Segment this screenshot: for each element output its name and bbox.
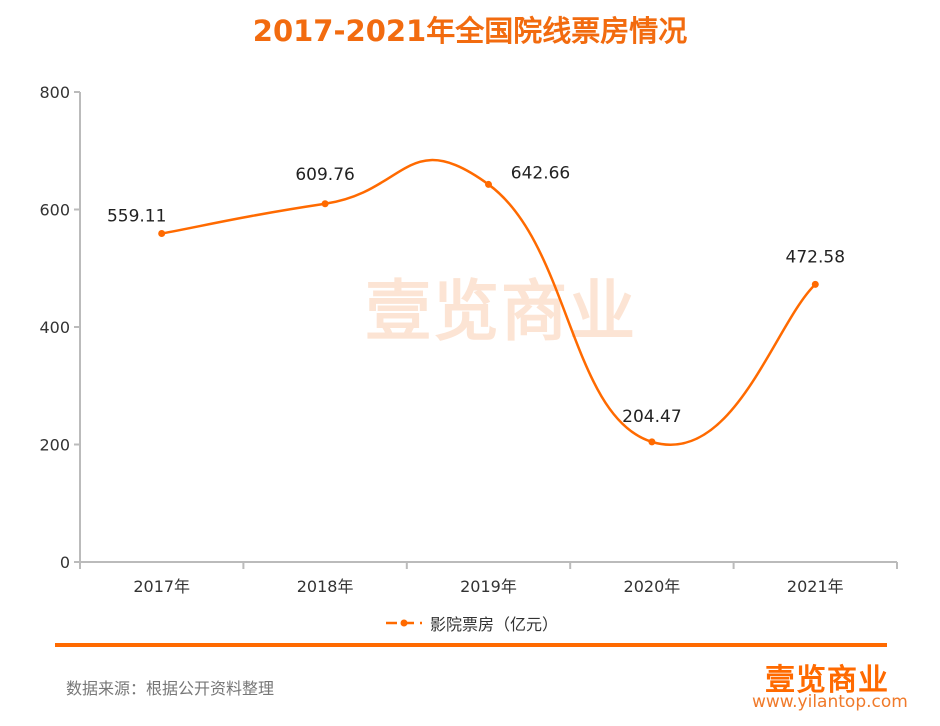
- data-label: 559.11: [107, 207, 166, 227]
- legend-marker-icon: [386, 619, 422, 627]
- y-tick-label: 400: [39, 318, 70, 337]
- y-tick-label: 0: [60, 553, 70, 572]
- y-tick-label: 600: [39, 201, 70, 220]
- y-tick-label: 200: [39, 436, 70, 455]
- y-tick-label: 800: [39, 83, 70, 102]
- source-note: 数据来源：根据公开资料整理: [66, 679, 275, 698]
- x-tick-label: 2019年: [460, 577, 517, 596]
- brand-url: www.yilantop.com: [752, 692, 908, 712]
- watermark-logo: 壹览商业: [365, 273, 637, 350]
- data-point: [485, 180, 492, 188]
- data-label: 609.76: [295, 165, 354, 185]
- x-tick-label: 2018年: [297, 577, 354, 596]
- data-label: 642.66: [511, 163, 570, 183]
- footer-divider: [55, 643, 887, 647]
- data-point: [158, 230, 166, 238]
- series-line: [161, 158, 817, 446]
- data-label: 472.58: [786, 247, 845, 267]
- x-tick-label: 2020年: [624, 577, 681, 596]
- legend-label: 影院票房（亿元）: [430, 615, 559, 634]
- data-point: [648, 438, 656, 446]
- chart-title: 2017-2021年全国院线票房情况: [252, 14, 688, 48]
- data-label: 204.47: [622, 407, 681, 427]
- data-point: [321, 200, 329, 208]
- data-point: [811, 280, 819, 288]
- legend: 影院票房（亿元）: [384, 611, 558, 635]
- x-tick-label: 2017年: [133, 577, 190, 596]
- x-tick-label: 2021年: [787, 577, 844, 596]
- brand-logo: 壹览商业: [765, 663, 889, 698]
